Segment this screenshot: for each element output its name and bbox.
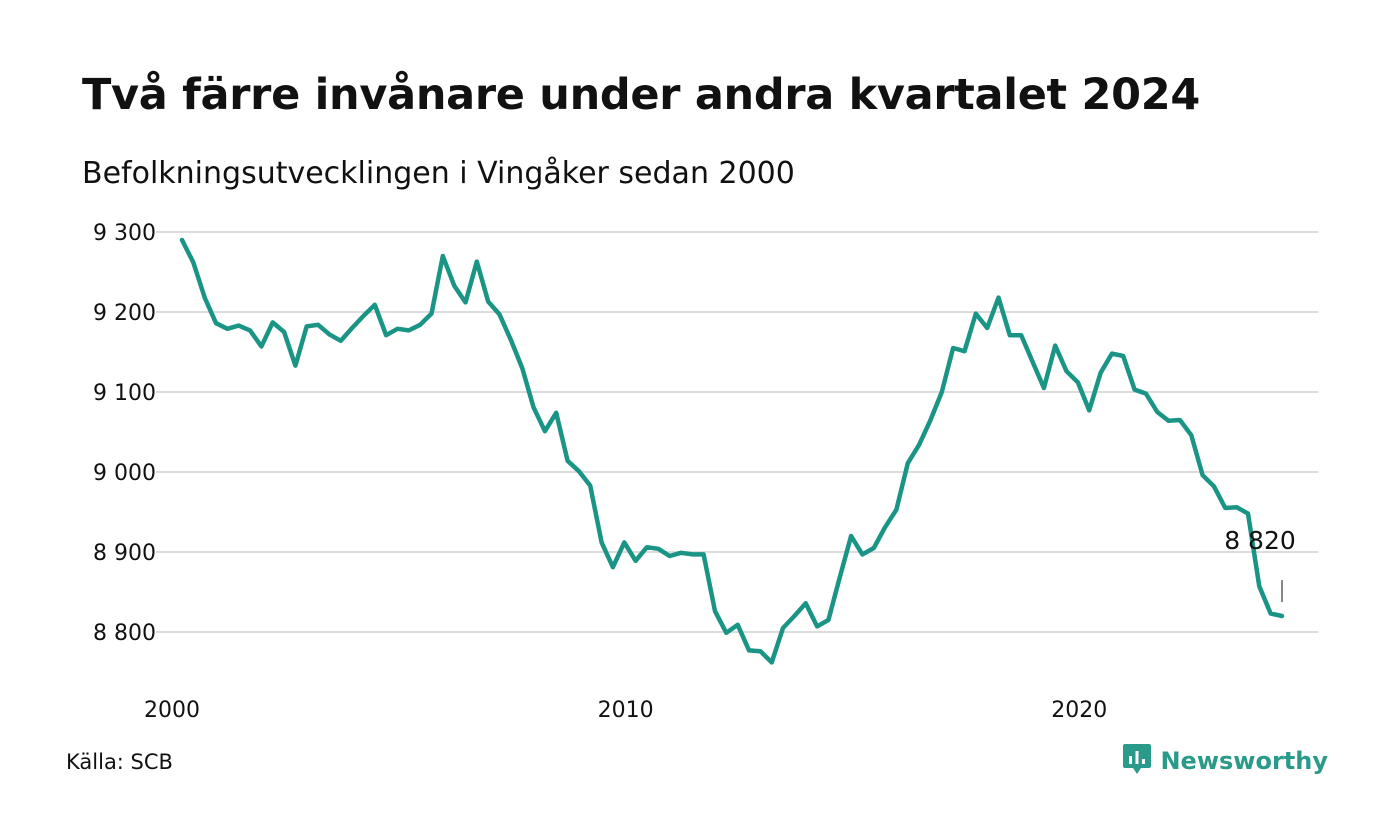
y-tick-label: 9 300 (93, 221, 156, 246)
brand-logo: Newsworthy (1122, 742, 1328, 780)
newsworthy-logo-icon (1122, 742, 1152, 780)
y-tick-label: 8 800 (93, 621, 156, 646)
x-axis: 2000 2010 2020 (144, 698, 1107, 723)
y-tick-label: 9 100 (93, 381, 156, 406)
population-line (179, 237, 1285, 665)
y-tick-label: 9 000 (93, 461, 156, 486)
y-tick-label: 8 900 (93, 541, 156, 566)
x-tick-label: 2020 (1051, 698, 1107, 723)
y-tick-label: 9 200 (93, 301, 156, 326)
chart-title: Två färre invånare under andra kvartalet… (82, 70, 1200, 120)
grid-layer (156, 231, 1318, 633)
x-tick-label: 2000 (144, 698, 200, 723)
chart-subtitle: Befolkningsutvecklingen i Vingåker sedan… (82, 156, 795, 191)
x-tick-label: 2010 (598, 698, 654, 723)
source-note: Källa: SCB (66, 750, 173, 774)
y-axis: 8 800 8 900 9 000 9 100 9 200 9 300 (93, 221, 156, 646)
annotation-label: 8 820 (1224, 526, 1296, 555)
brand-name: Newsworthy (1160, 747, 1328, 775)
